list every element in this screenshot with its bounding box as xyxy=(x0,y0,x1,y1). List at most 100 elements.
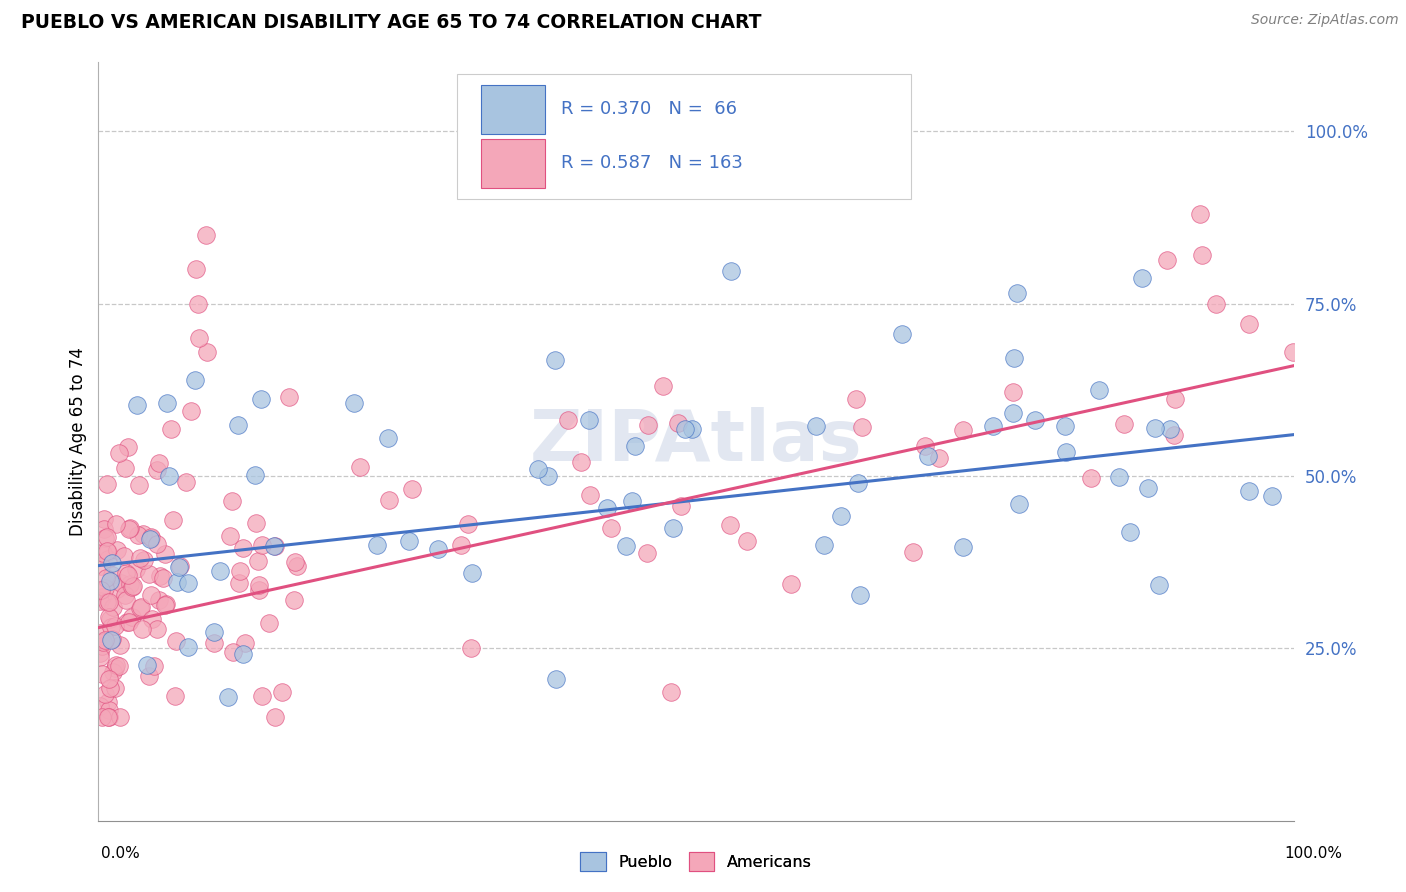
Point xyxy=(1159,422,1181,436)
Legend: Pueblo, Americans: Pueblo, Americans xyxy=(574,846,818,877)
Point xyxy=(131,623,153,637)
Point xyxy=(139,532,162,546)
Point xyxy=(263,710,285,724)
Point xyxy=(124,562,146,576)
Point xyxy=(177,575,200,590)
Point xyxy=(118,522,141,536)
Point xyxy=(263,539,285,553)
Point xyxy=(349,460,371,475)
Point xyxy=(91,590,114,604)
Point xyxy=(917,449,939,463)
Point xyxy=(460,640,482,655)
Point xyxy=(97,545,120,559)
Text: 0.0%: 0.0% xyxy=(101,847,141,861)
Point xyxy=(138,567,160,582)
Point xyxy=(222,645,245,659)
Text: R = 0.370   N =  66: R = 0.370 N = 66 xyxy=(561,100,737,119)
Point xyxy=(813,538,835,552)
Text: R = 0.587   N = 163: R = 0.587 N = 163 xyxy=(561,154,742,172)
Point xyxy=(141,612,163,626)
Point xyxy=(233,636,256,650)
Point xyxy=(257,616,280,631)
Point xyxy=(174,475,197,490)
Point xyxy=(1002,384,1025,399)
Point xyxy=(148,456,170,470)
Point xyxy=(527,462,550,476)
Point xyxy=(97,710,120,724)
Point xyxy=(284,555,307,569)
Point xyxy=(104,681,127,695)
Point xyxy=(98,681,121,695)
Point xyxy=(91,634,114,648)
Point xyxy=(93,687,115,701)
Point xyxy=(659,684,682,698)
Point xyxy=(110,576,132,591)
Point xyxy=(100,620,122,634)
Point xyxy=(226,417,249,432)
Point xyxy=(90,667,112,681)
Point xyxy=(914,439,936,453)
Point xyxy=(271,685,294,699)
Point xyxy=(427,541,450,556)
Point xyxy=(96,595,118,609)
Point xyxy=(195,345,218,359)
Point xyxy=(159,421,181,435)
Point xyxy=(114,461,136,475)
Point xyxy=(162,513,184,527)
Point xyxy=(127,528,149,542)
Point xyxy=(245,516,267,531)
Point xyxy=(188,331,211,345)
Point xyxy=(1188,207,1211,221)
Point xyxy=(118,615,141,629)
Point xyxy=(101,556,124,570)
Point xyxy=(218,529,240,543)
Point xyxy=(830,508,852,523)
Point xyxy=(153,547,176,561)
Point xyxy=(250,689,273,703)
Point xyxy=(166,634,188,648)
Point xyxy=(90,639,112,653)
Point xyxy=(131,526,153,541)
Point xyxy=(457,516,479,531)
Point xyxy=(952,540,974,554)
Point xyxy=(401,482,423,496)
Point xyxy=(1008,497,1031,511)
Text: Source: ZipAtlas.com: Source: ZipAtlas.com xyxy=(1251,13,1399,28)
Point xyxy=(100,632,122,647)
Point xyxy=(135,658,157,673)
Point xyxy=(278,390,301,404)
Point xyxy=(537,469,560,483)
Point xyxy=(620,493,643,508)
Point xyxy=(166,575,188,590)
Point xyxy=(89,646,111,660)
Point xyxy=(108,710,131,724)
Point xyxy=(96,544,118,558)
Point xyxy=(114,566,136,580)
Point xyxy=(264,540,287,554)
Point xyxy=(848,588,870,602)
Point xyxy=(1237,483,1260,498)
Point xyxy=(184,373,207,387)
Point xyxy=(217,690,239,704)
Point xyxy=(637,418,659,433)
Point xyxy=(143,659,166,673)
Point xyxy=(108,446,131,460)
Point xyxy=(118,576,141,591)
Text: PUEBLO VS AMERICAN DISABILITY AGE 65 TO 74 CORRELATION CHART: PUEBLO VS AMERICAN DISABILITY AGE 65 TO … xyxy=(21,13,762,32)
Point xyxy=(114,588,136,602)
Point xyxy=(952,424,974,438)
Point xyxy=(89,699,111,714)
Point xyxy=(285,559,308,574)
Point xyxy=(146,622,169,636)
Point xyxy=(97,672,120,686)
Point xyxy=(1164,392,1187,406)
Point xyxy=(1191,248,1213,262)
Point xyxy=(97,610,120,624)
Point xyxy=(117,568,139,582)
Point xyxy=(735,534,758,549)
Point xyxy=(194,227,217,242)
Point xyxy=(117,440,139,454)
Point xyxy=(378,492,401,507)
Point xyxy=(89,593,111,607)
Point xyxy=(221,493,243,508)
